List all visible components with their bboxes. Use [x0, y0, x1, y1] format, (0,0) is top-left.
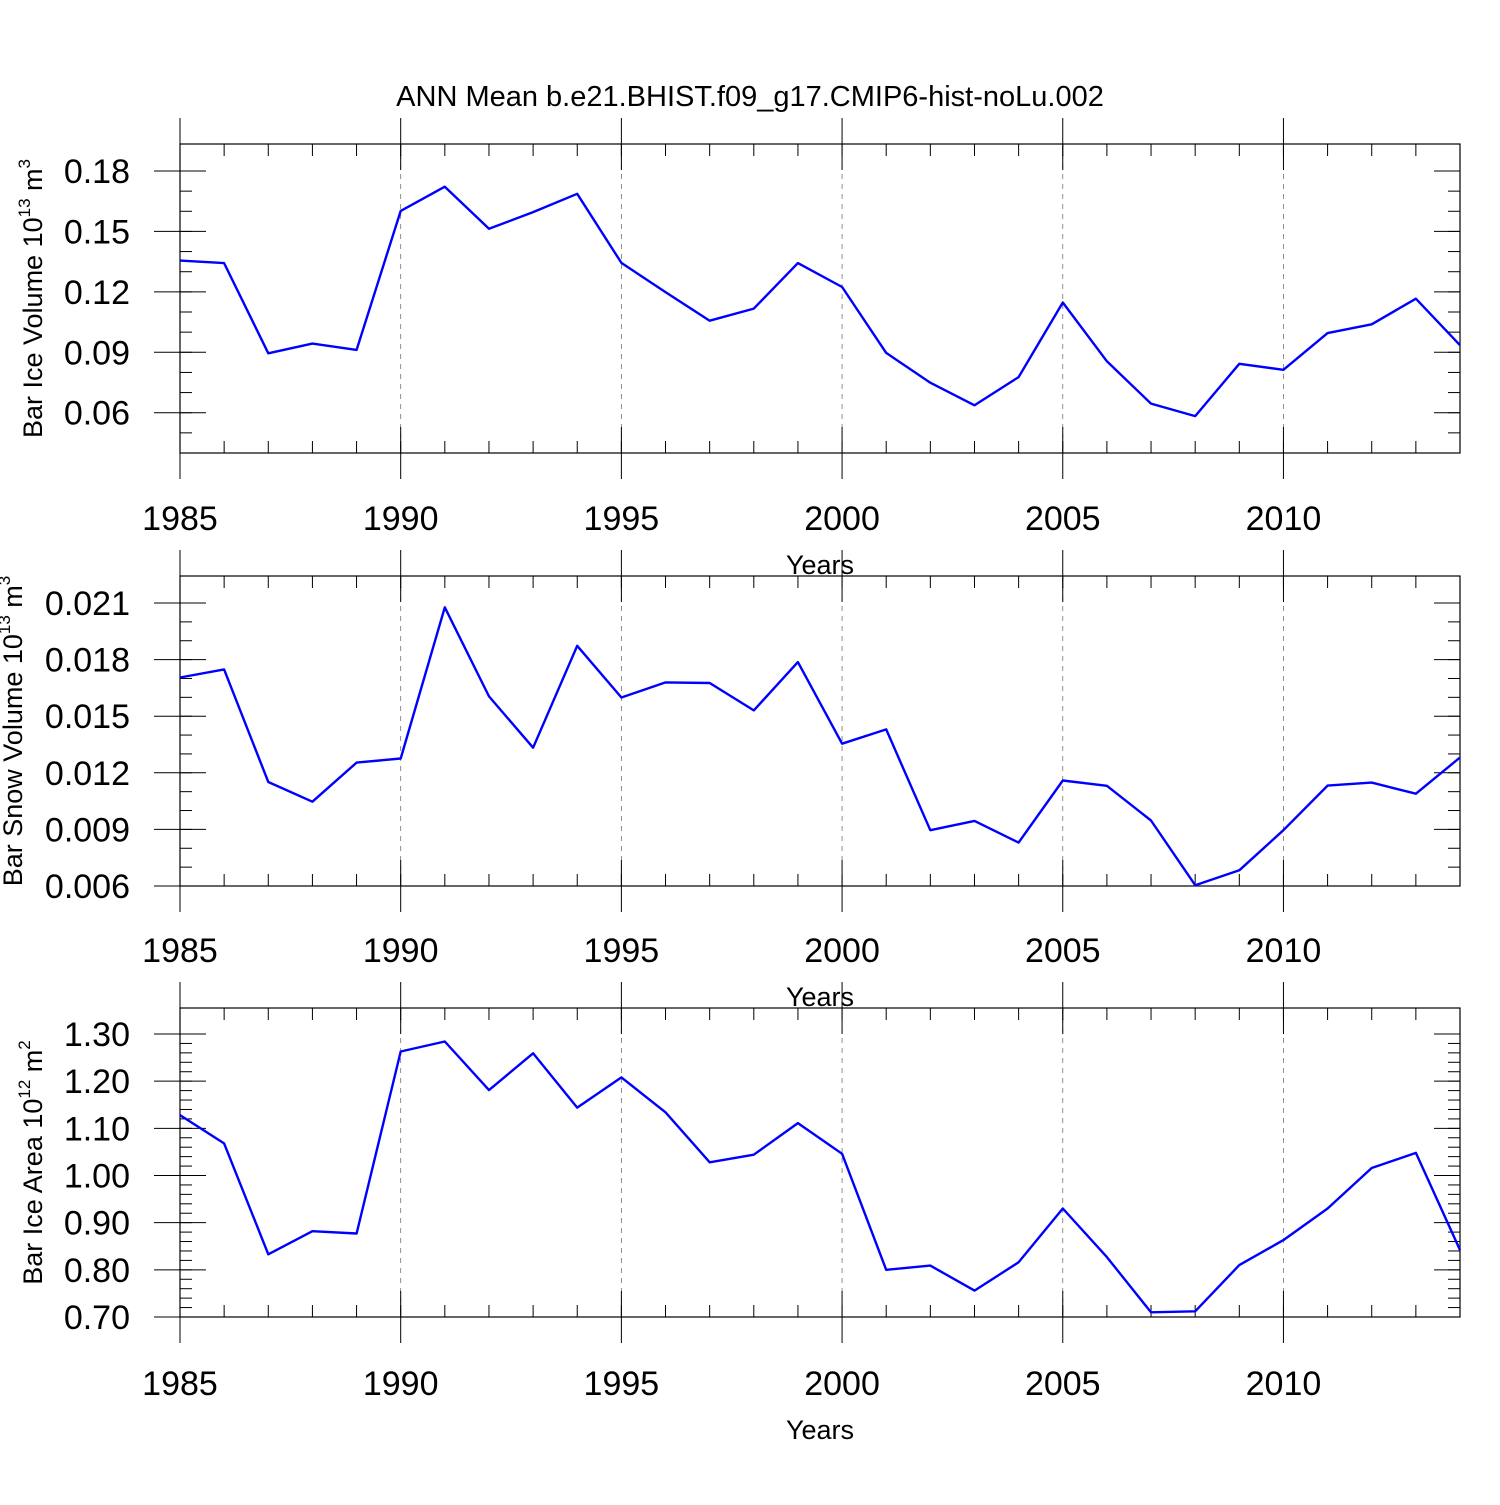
y-tick-label: 0.18	[64, 153, 130, 191]
series-line	[179, 606, 1461, 887]
panel-2: 1985 1990 1995 2000 2005 2010 0.006 0.009 0.012 0…	[0, 550, 1461, 1012]
y-tick-label: 0.09	[64, 334, 130, 372]
y-tick-label: 1.10	[64, 1110, 130, 1148]
y-tick-label: 1.30	[64, 1016, 130, 1054]
y-tick-label: 1.00	[64, 1158, 130, 1196]
series-line	[179, 1040, 1462, 1314]
x-axis-title: Years	[786, 1415, 854, 1445]
x-tick-label: 1985	[142, 1365, 218, 1403]
x-tick-label: 2005	[1025, 932, 1101, 970]
chart-title: ANN Mean b.e21.BHIST.f09_g17.CMIP6-hist-…	[396, 81, 1104, 113]
x-tick-label: 1995	[584, 1365, 660, 1403]
x-tick-label: 1995	[584, 932, 660, 970]
y-axis-title: Bar Ice Area 1012 m2	[15, 1040, 48, 1285]
x-tick-label: 1995	[584, 500, 660, 538]
y-axis-title: Bar Snow Volume 1013 m3	[0, 576, 28, 887]
plot-frame	[179, 575, 1461, 887]
x-tick-label: 2010	[1246, 500, 1322, 538]
x-tick-label: 1985	[142, 932, 218, 970]
y-tick-label: 0.021	[45, 585, 130, 623]
y-tick-label: 0.015	[45, 698, 130, 736]
x-tick-label: 2010	[1246, 932, 1322, 970]
x-tick-label: 1990	[363, 500, 439, 538]
x-tick-label: 2005	[1025, 500, 1101, 538]
y-tick-label: 0.70	[64, 1299, 130, 1337]
x-tick-label: 2000	[804, 932, 880, 970]
y-tick-label: 0.12	[64, 274, 130, 312]
plot-frame	[179, 143, 1461, 454]
panel-1: 1985 1990 1995 2000 2005 2010 0.06 0.09 0.12 0.15…	[15, 118, 1461, 580]
y-tick-label: 0.009	[45, 811, 130, 849]
y-axis-title: Bar Ice Volume 1013 m3	[15, 159, 48, 438]
x-axis-title: Years	[786, 982, 854, 1012]
y-tick-label: 0.012	[45, 755, 130, 793]
y-tick-label: 0.80	[64, 1252, 130, 1290]
x-tick-label: 2010	[1246, 1365, 1322, 1403]
x-tick-label: 1985	[142, 500, 218, 538]
plot-frame	[179, 1007, 1461, 1318]
y-tick-label: 0.006	[45, 868, 130, 906]
x-axis-title: Years	[786, 550, 854, 580]
x-tick-label: 2000	[804, 500, 880, 538]
x-tick-label: 1990	[363, 1365, 439, 1403]
x-tick-label: 2005	[1025, 1365, 1101, 1403]
x-tick-label: 2000	[804, 1365, 880, 1403]
y-tick-label: 0.018	[45, 642, 130, 680]
y-tick-label: 1.20	[64, 1063, 130, 1101]
panel-3: 1985 1990 1995 2000 2005 2010 0.70 0.80 0.90 1.00…	[15, 982, 1462, 1445]
series-line	[179, 185, 1461, 418]
y-tick-label: 0.06	[64, 395, 130, 433]
y-tick-label: 0.90	[64, 1205, 130, 1243]
x-tick-label: 1990	[363, 932, 439, 970]
y-tick-label: 0.15	[64, 213, 130, 251]
